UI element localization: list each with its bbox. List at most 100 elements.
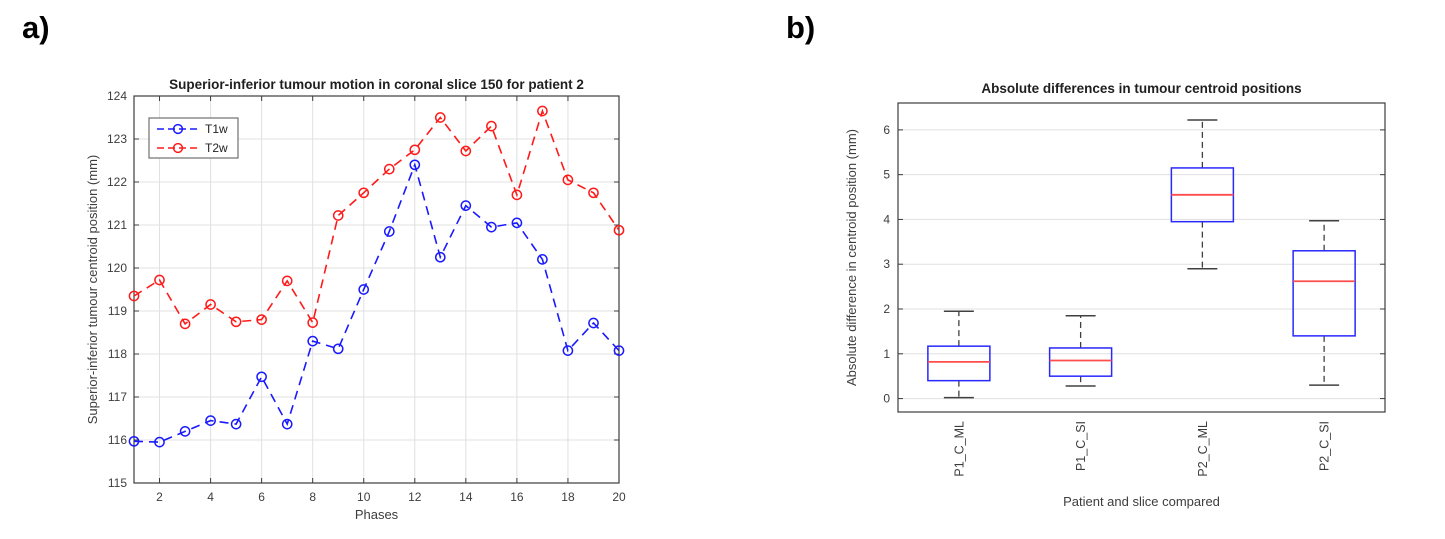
series-T2w xyxy=(128,105,625,330)
series-T2w-marker xyxy=(486,120,497,132)
svg-text:0: 0 xyxy=(883,392,890,406)
series-T1w-marker xyxy=(486,221,497,233)
series-T2w-marker xyxy=(256,314,267,325)
series-T2w-marker xyxy=(154,274,165,286)
series-T2w-marker xyxy=(613,224,625,236)
iqr-box xyxy=(1292,250,1356,337)
series-T1w-line xyxy=(133,162,620,443)
legend-T2w-marker xyxy=(172,142,184,154)
series-T1w-marker xyxy=(281,418,293,430)
series-T1w-marker xyxy=(613,345,625,356)
series-T1w-marker xyxy=(332,343,344,355)
svg-text:6: 6 xyxy=(258,490,265,504)
legend-box xyxy=(148,117,239,159)
centroid-difference-boxplot: 0 1 2 3 4 5 6 P1_C_ML P1_C_SI P2_C_ML P2_C_SI Absol… xyxy=(844,81,1386,509)
category-label-P2_C_ML: P2_C_ML xyxy=(1196,421,1210,477)
box-P1_C_ML xyxy=(927,310,991,399)
svg-text:123: 123 xyxy=(107,132,127,146)
svg-text:2: 2 xyxy=(883,302,890,316)
series-T1w-marker xyxy=(154,436,165,448)
svg-text:20: 20 xyxy=(612,490,626,504)
series-T1w-marker xyxy=(307,335,319,347)
series-T2w-marker xyxy=(562,174,574,186)
series-T1w-marker xyxy=(358,284,370,295)
series-T2w-marker xyxy=(460,145,472,157)
series-T2w-marker xyxy=(332,210,344,221)
box-P2_C_SI xyxy=(1292,220,1356,386)
svg-text:5: 5 xyxy=(883,168,890,182)
series-T2w-marker xyxy=(128,290,140,302)
chart-a-ylabel: Superior-inferior tumour centroid positi… xyxy=(85,155,100,424)
svg-text:3: 3 xyxy=(883,257,890,271)
series-T1w xyxy=(128,159,625,448)
panel-label-b: b) xyxy=(786,10,816,45)
svg-text:116: 116 xyxy=(108,433,127,447)
series-T1w-marker xyxy=(460,200,472,211)
series-T1w-marker xyxy=(537,254,548,265)
series-T1w-marker xyxy=(588,317,599,329)
series-T2w-marker xyxy=(409,144,421,156)
panel-label-a: a) xyxy=(22,10,50,45)
series-T1w-marker xyxy=(562,345,574,356)
legend-T1w-label: T1w xyxy=(205,122,228,136)
chart-b-title: Absolute differences in tumour centroid … xyxy=(981,81,1301,96)
svg-text:8: 8 xyxy=(309,490,316,504)
svg-text:4: 4 xyxy=(883,212,890,226)
tick-labels: 2 4 6 8 10 12 14 16 18 20 115 116 117 118 119 120 121 122… xyxy=(107,89,626,504)
series-T1w-marker xyxy=(179,426,191,437)
svg-text:12: 12 xyxy=(408,490,422,504)
series-T1w-marker xyxy=(128,435,140,447)
category-label-P1_C_ML: P1_C_ML xyxy=(952,421,966,477)
tick-marks xyxy=(134,95,620,484)
series-T2w-marker xyxy=(537,105,548,117)
svg-text:115: 115 xyxy=(108,476,127,490)
svg-text:122: 122 xyxy=(107,175,127,189)
series-T2w-marker xyxy=(281,275,293,287)
svg-text:16: 16 xyxy=(510,490,524,504)
iqr-box xyxy=(1048,347,1113,377)
svg-text:18: 18 xyxy=(561,490,575,504)
legend-T1w-marker xyxy=(172,123,184,135)
gridlines xyxy=(898,129,1385,400)
svg-text:14: 14 xyxy=(459,490,473,504)
series-T2w-marker xyxy=(511,189,523,201)
svg-text:6: 6 xyxy=(883,123,890,137)
series-T1w-marker xyxy=(511,217,523,229)
series-T2w-marker xyxy=(383,163,395,175)
svg-text:121: 121 xyxy=(107,218,127,232)
series-T2w-marker xyxy=(307,317,319,328)
series-T1w-marker xyxy=(409,159,421,171)
svg-text:1: 1 xyxy=(883,347,890,361)
box-P1_C_SI xyxy=(1048,314,1113,387)
svg-text:2: 2 xyxy=(156,490,163,504)
series-T1w-marker xyxy=(205,415,216,426)
svg-text:124: 124 xyxy=(107,89,127,103)
tick-labels: 0 1 2 3 4 5 6 xyxy=(883,123,890,406)
category-label-P1_C_SI: P1_C_SI xyxy=(1074,421,1088,471)
series-T2w-line xyxy=(133,108,620,326)
box-P2_C_ML xyxy=(1170,119,1235,270)
svg-text:117: 117 xyxy=(108,390,127,404)
chart-a-title: Superior-inferior tumour motion in coron… xyxy=(169,77,584,92)
axes-box xyxy=(133,95,620,484)
category-label-P2_C_SI: P2_C_SI xyxy=(1318,421,1332,471)
svg-text:118: 118 xyxy=(108,347,127,361)
series-T1w-marker xyxy=(434,251,446,263)
svg-text:4: 4 xyxy=(207,490,214,504)
series-T1w-marker xyxy=(230,418,242,430)
series-T2w-marker xyxy=(588,187,599,199)
series-T2w-marker xyxy=(434,112,446,123)
axes-box xyxy=(897,102,1386,413)
tumour-motion-line-chart: 2 4 6 8 10 12 14 16 18 20 115 116 117 118 119 120 121 122… xyxy=(85,77,626,522)
series-T2w-marker xyxy=(230,316,242,328)
legend-T2w-label: T2w xyxy=(205,141,228,155)
svg-text:119: 119 xyxy=(108,304,127,318)
series-T2w-marker xyxy=(358,187,370,199)
series-T1w-marker xyxy=(256,371,267,383)
svg-text:120: 120 xyxy=(107,261,127,275)
series-T2w-marker xyxy=(179,318,191,330)
chart-a-xlabel: Phases xyxy=(355,507,399,522)
chart-b-ylabel: Absolute difference in centroid position… xyxy=(844,129,859,386)
chart-b-xlabel: Patient and slice compared xyxy=(1063,494,1220,509)
